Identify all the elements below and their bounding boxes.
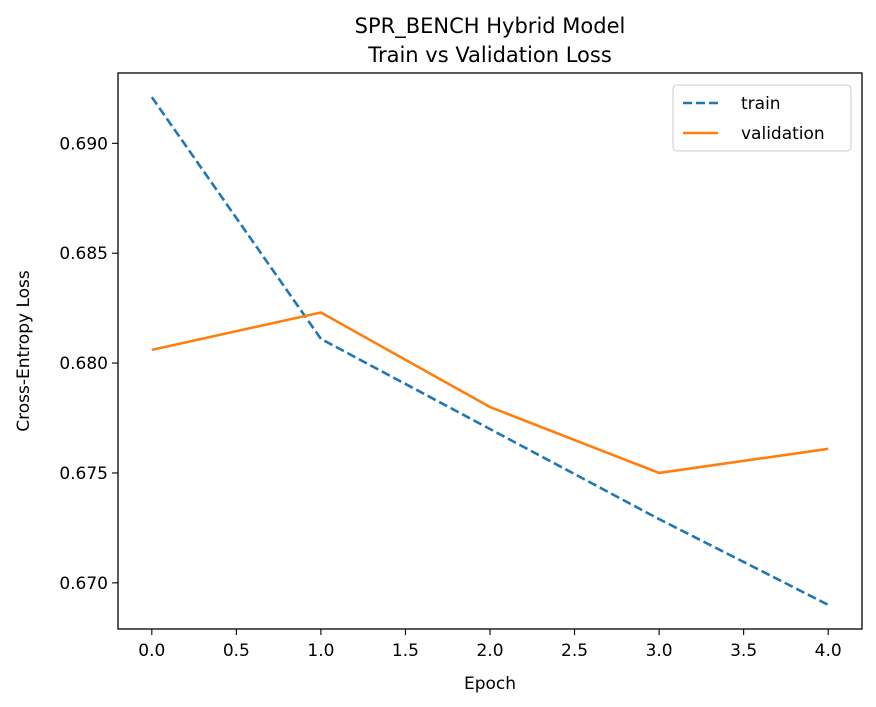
chart-title: SPR_BENCH Hybrid Model [355,14,626,39]
legend-label-train: train [741,94,781,114]
y-tick-label: 0.680 [59,354,108,374]
x-axis-label: Epoch [464,674,516,694]
x-tick-label: 2.0 [476,641,503,661]
series-line-validation [151,311,829,475]
y-tick-label: 0.690 [59,134,108,154]
y-axis-ticks: 0.670 0.675 0.680 0.685 0.690 [59,134,118,594]
x-tick-label: 0.0 [138,641,165,661]
x-axis-ticks: 0.0 0.5 1.0 1.5 2.0 2.5 3.0 3.5 4.0 [138,629,842,661]
x-tick-label: 3.0 [646,641,673,661]
x-tick-label: 1.0 [307,641,334,661]
legend-box [672,84,852,152]
legend-label-validation: validation [741,124,825,144]
y-tick-label: 0.670 [59,574,108,594]
series-lines [150,96,829,606]
chart-subtitle: Train vs Validation Loss [367,43,612,67]
y-tick-label: 0.685 [59,244,108,264]
y-tick-label: 0.675 [59,464,108,484]
x-tick-label: 4.0 [815,641,842,661]
series-line-train [150,96,829,606]
legend: train validation [672,84,852,152]
y-axis-label: Cross-Entropy Loss [14,270,34,432]
x-tick-label: 1.5 [392,641,419,661]
x-tick-label: 0.5 [223,641,250,661]
x-tick-label: 3.5 [730,641,757,661]
plot-area [117,72,863,630]
x-tick-label: 2.5 [561,641,588,661]
